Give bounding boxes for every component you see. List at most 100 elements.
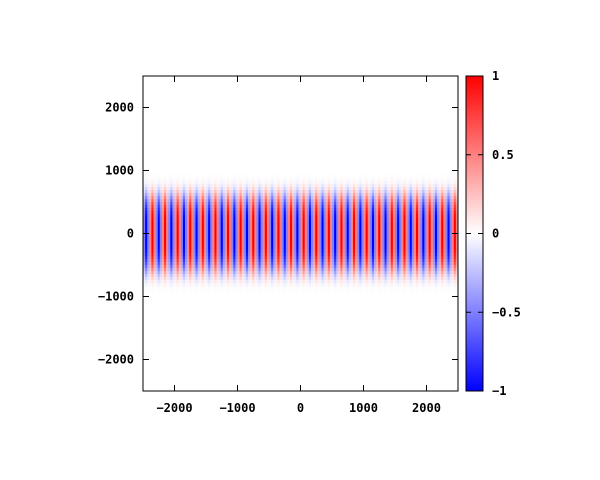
heatmap-cell — [422, 154, 425, 158]
heatmap-cell — [168, 151, 171, 155]
heatmap-cell — [178, 175, 182, 179]
heatmap-cell — [449, 106, 452, 110]
heatmap-cell — [399, 106, 402, 110]
heatmap-cell — [168, 109, 171, 113]
heatmap-cell — [285, 82, 289, 86]
heatmap-cell — [405, 79, 408, 83]
heatmap-cell — [210, 79, 213, 83]
heatmap-cell — [197, 157, 200, 161]
heatmap-cell — [348, 124, 352, 128]
heatmap-cell — [353, 103, 356, 107]
heatmap-cell — [329, 100, 333, 104]
heatmap-cell — [353, 121, 356, 125]
heatmap-cell — [155, 115, 158, 119]
heatmap-cell — [241, 85, 245, 89]
heatmap-cell — [334, 85, 337, 89]
heatmap-cell — [269, 115, 272, 119]
heatmap-cell — [266, 97, 270, 101]
heatmap-cell — [143, 145, 146, 149]
heatmap-cell — [420, 106, 423, 110]
heatmap-cell — [424, 76, 427, 80]
heatmap-cell — [231, 172, 234, 176]
heatmap-cell — [401, 172, 404, 176]
heatmap-cell — [455, 118, 458, 122]
heatmap-cell — [189, 91, 192, 95]
heatmap-cell — [283, 169, 287, 173]
heatmap-cell — [336, 133, 339, 137]
heatmap-cell — [418, 163, 421, 167]
heatmap-cell — [437, 133, 440, 137]
heatmap-cell — [382, 85, 385, 89]
heatmap-cell — [172, 151, 175, 155]
heatmap-cell — [455, 85, 458, 89]
heatmap-cell — [277, 127, 280, 131]
heatmap-cell — [422, 82, 425, 86]
heatmap-cell — [178, 76, 182, 80]
heatmap-cell — [157, 109, 161, 113]
heatmap-cell — [277, 163, 280, 167]
heatmap-cell — [455, 115, 458, 119]
heatmap-cell — [157, 118, 161, 122]
heatmap-cell — [340, 76, 343, 80]
heatmap-cell — [203, 94, 207, 98]
heatmap-cell — [338, 85, 341, 89]
heatmap-cell — [365, 151, 368, 155]
heatmap-cell — [235, 91, 238, 95]
heatmap-cell — [411, 118, 415, 122]
heatmap-cell — [290, 94, 293, 98]
heatmap-cell — [264, 112, 268, 116]
heatmap-cell — [292, 94, 295, 98]
heatmap-cell — [248, 85, 251, 89]
heatmap-cell — [189, 172, 192, 176]
heatmap-cell — [390, 121, 394, 125]
heatmap-cell — [178, 172, 182, 176]
heatmap-cell — [430, 127, 434, 131]
heatmap-cell — [254, 151, 257, 155]
heatmap-cell — [237, 100, 240, 104]
heatmap-cell — [384, 85, 387, 89]
heatmap-cell — [235, 142, 238, 146]
heatmap-cell — [382, 136, 385, 140]
heatmap-cell — [332, 139, 335, 143]
heatmap-cell — [325, 121, 329, 125]
heatmap-cell — [445, 172, 448, 176]
heatmap-cell — [283, 88, 287, 92]
heatmap-cell — [180, 88, 184, 92]
heatmap-cell — [441, 97, 444, 101]
heatmap-cell — [273, 91, 276, 95]
heatmap-cell — [287, 115, 291, 119]
heatmap-cell — [359, 124, 362, 128]
heatmap-cell — [262, 154, 266, 158]
heatmap-cell — [336, 121, 339, 125]
heatmap-cell — [313, 91, 316, 95]
heatmap-cell — [447, 79, 450, 83]
heatmap-cell — [353, 109, 356, 113]
heatmap-cell — [321, 145, 324, 149]
heatmap-cell — [434, 166, 438, 170]
heatmap-cell — [363, 163, 366, 167]
heatmap-cell — [197, 88, 200, 92]
heatmap-cell — [151, 103, 154, 107]
heatmap-cell — [235, 124, 238, 128]
heatmap-cell — [304, 94, 308, 98]
heatmap-cell — [290, 160, 293, 164]
heatmap-cell — [304, 103, 308, 107]
heatmap-cell — [424, 151, 427, 155]
heatmap-cell — [434, 88, 438, 92]
heatmap-cell — [212, 124, 215, 128]
heatmap-cell — [434, 145, 438, 149]
heatmap-cell — [378, 148, 381, 152]
heatmap-cell — [315, 106, 318, 110]
heatmap-cell — [308, 94, 312, 98]
heatmap-cell — [346, 115, 350, 119]
heatmap-cell — [235, 154, 238, 158]
heatmap-cell — [397, 115, 400, 119]
heatmap-cell — [170, 121, 173, 125]
heatmap-cell — [380, 142, 383, 146]
heatmap-cell — [346, 91, 350, 95]
heatmap-cell — [256, 103, 259, 107]
heatmap-cell — [315, 121, 318, 125]
heatmap-cell — [432, 79, 436, 83]
heatmap-cell — [170, 79, 173, 83]
heatmap-cell — [296, 160, 299, 164]
